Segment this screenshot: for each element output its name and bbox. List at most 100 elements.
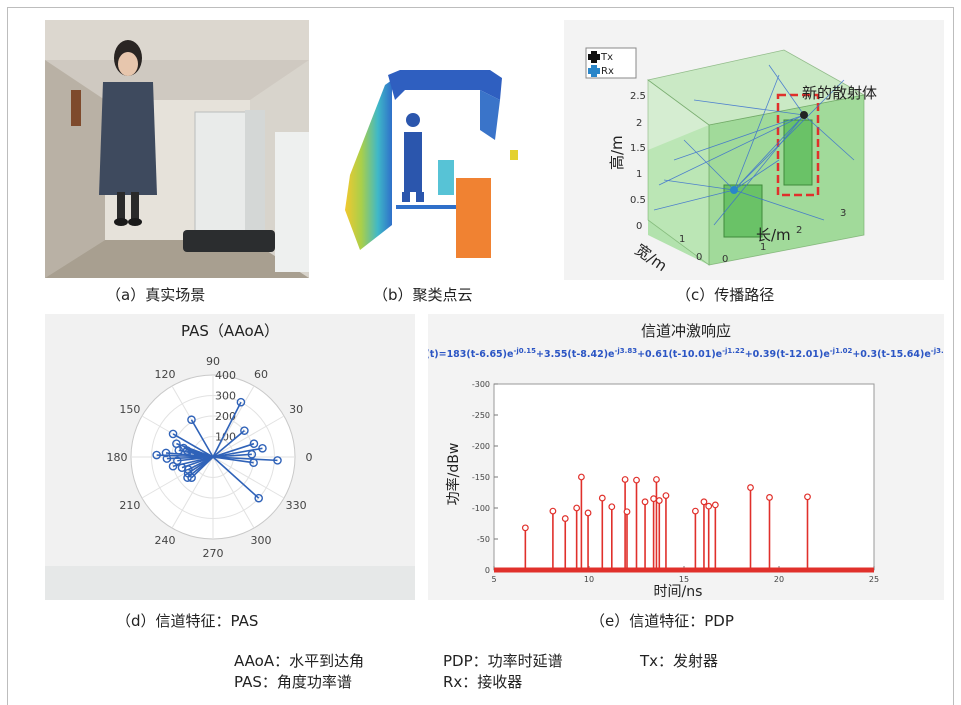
- stem-y-tick: -250: [472, 411, 490, 420]
- polar-point: [254, 493, 264, 503]
- stem-title: 信道冲激响应: [641, 322, 731, 340]
- glossary-aaoa: AAoA：水平到达角: [234, 652, 365, 670]
- stem-marker: [608, 503, 616, 511]
- x-tick: 3: [840, 208, 846, 219]
- new-scatterer-box: [776, 93, 820, 197]
- stem-y-tick: -200: [472, 442, 490, 451]
- stem-marker: [662, 492, 670, 500]
- polar-angle-tick: 180: [107, 451, 128, 464]
- stem-xlabel: 时间/ns: [654, 584, 703, 600]
- y-tick: 0: [696, 252, 702, 263]
- polar-stem: [191, 456, 214, 479]
- polar-angle-tick: 0: [306, 451, 313, 464]
- stem-marker: [633, 476, 640, 484]
- stem-marker: [573, 504, 581, 512]
- caption-b: （b）聚类点云: [373, 286, 473, 304]
- z-tick: 1: [636, 169, 642, 180]
- polar-stem: [212, 401, 242, 458]
- stem-marker: [561, 515, 569, 522]
- polar-stem: [212, 456, 260, 499]
- glossary-row-2: PAS：角度功率谱: [234, 671, 352, 692]
- polar-stem: [172, 433, 214, 458]
- polar-stem: [212, 456, 254, 464]
- polar-radial-tick: 200: [215, 410, 236, 423]
- polar-point: [183, 473, 192, 482]
- polar-angle-tick: 240: [155, 534, 176, 547]
- polar-point: [161, 448, 171, 458]
- polar-point: [168, 429, 178, 439]
- polar-angle-tick: 270: [203, 547, 224, 560]
- y-tick: 1: [679, 234, 685, 245]
- polar-angle-tick: 120: [155, 368, 176, 381]
- glossary-tx: Tx：发射器: [640, 652, 719, 670]
- polar-radial-tick: 400: [215, 369, 236, 382]
- z-tick: 1.5: [630, 143, 646, 154]
- glossary-rx-wrap: Rx：接收器: [443, 671, 522, 692]
- z-tick: 2.5: [630, 91, 646, 102]
- legend-tx: Tx: [600, 52, 613, 63]
- polar-angle-tick: 210: [119, 499, 140, 512]
- real-scene-photo: [45, 20, 309, 278]
- glossary-rx: Rx：接收器: [443, 673, 523, 691]
- stem-marker: [700, 498, 708, 506]
- stem-x-tick: 15: [679, 575, 689, 584]
- polar-point: [187, 473, 196, 482]
- stem-x-tick: 10: [584, 575, 594, 584]
- glossary-pas: PAS：角度功率谱: [234, 673, 352, 691]
- polar-point: [258, 443, 267, 453]
- polar-title: PAS（AAoA）: [181, 322, 279, 340]
- stem-ylabel: 功率/dBw: [445, 443, 462, 506]
- caption-d: （d）信道特征：PAS: [116, 612, 259, 630]
- tx-marker-icon: [588, 51, 600, 63]
- stem-marker: [577, 473, 585, 481]
- stem-x-tick: 5: [491, 575, 496, 584]
- polar-stem: [190, 419, 214, 458]
- stem-y-tick: -150: [472, 473, 490, 482]
- new-scatterer-label: 新的散射体: [802, 84, 877, 102]
- stem-y-tick: -300: [472, 380, 490, 389]
- propagation-path-plot: Tx Rx 新的散射体 2.5 2 1.5 1 0.5 0 0 1 2 3 0 …: [564, 20, 944, 280]
- stem-marker: [692, 507, 699, 515]
- x-tick: 2: [796, 225, 802, 236]
- z-tick: 2: [636, 118, 642, 129]
- polar-point: [236, 397, 246, 407]
- polar-point: [249, 439, 259, 448]
- x-axis-label: 长/m: [756, 226, 791, 244]
- polar-angle-tick: 30: [289, 403, 303, 416]
- stem-y-tick: 0: [485, 566, 490, 575]
- polar-point: [249, 458, 258, 468]
- stem-marker: [711, 501, 719, 509]
- pas-polar-chart: PAS（AAoA） 100200300400906030033030027024…: [45, 314, 415, 600]
- z-axis-label: 高/m: [608, 135, 626, 170]
- x-tick: 0: [722, 254, 728, 265]
- channel-formula: h(t)=183(t-6.65)e-j0.15+3.55(t-8.42)e-j3…: [428, 347, 944, 360]
- polar-spoke: [212, 456, 255, 529]
- polar-stem: [212, 430, 245, 458]
- polar-spoke: [212, 415, 285, 458]
- polar-spoke: [212, 456, 285, 499]
- pdp-stem-chart: 信道冲激响应 h(t)=183(t-6.65)e-j0.15+3.55(t-8.…: [428, 314, 944, 600]
- polar-point: [168, 461, 178, 471]
- polar-spoke: [171, 456, 214, 529]
- stem-plot-area: [493, 383, 875, 571]
- stem-y-tick: -100: [472, 504, 490, 513]
- polar-angle-tick: 90: [206, 355, 220, 368]
- stem-marker: [804, 493, 811, 501]
- x-tick: 1: [760, 242, 766, 253]
- stem-marker: [521, 524, 529, 532]
- polar-radial-tick: 100: [215, 431, 236, 444]
- polar-point: [273, 456, 282, 465]
- caption-c: （c）传播路径: [676, 286, 775, 304]
- polar-angle-tick: 150: [119, 403, 140, 416]
- polar-angle-tick: 330: [286, 499, 307, 512]
- polar-point: [240, 426, 249, 435]
- stem-y-tick: -50: [477, 535, 490, 544]
- stem-marker: [650, 495, 658, 503]
- stem-x-tick: 20: [774, 575, 784, 584]
- polar-point: [247, 449, 257, 459]
- glossary-pdp-wrap: PDP：功率时延谱: [443, 650, 563, 671]
- stem-marker: [598, 494, 606, 502]
- polar-radial-tick: 300: [215, 390, 236, 403]
- stem-marker: [584, 509, 592, 517]
- glossary-pdp: PDP：功率时延谱: [443, 652, 563, 670]
